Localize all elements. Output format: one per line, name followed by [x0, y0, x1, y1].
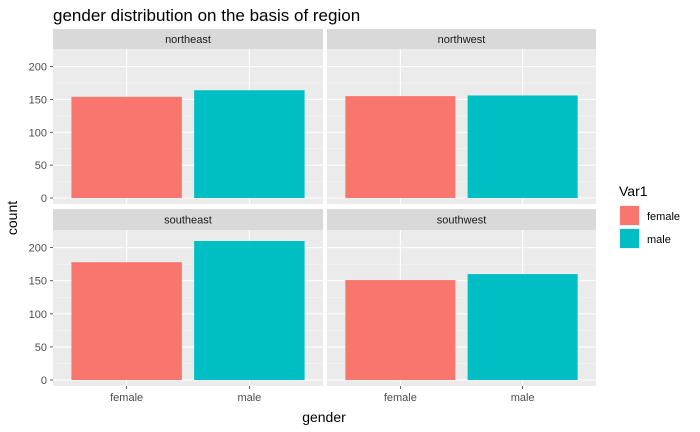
x-tick-label: female	[110, 392, 143, 404]
bar-southeast-female	[71, 262, 182, 380]
bar-southeast-male	[194, 241, 305, 380]
facet-panel-southwest: southwest female male	[327, 209, 596, 404]
facet-strip	[327, 29, 596, 49]
facet-panel-southeast: southeast 0 50 100 150 200 female male	[29, 209, 323, 404]
y-tick-label: 150	[29, 276, 47, 288]
legend-label-male: male	[647, 234, 671, 246]
x-tick-label: male	[237, 392, 261, 404]
legend: Var1 female male	[619, 183, 680, 249]
x-tick-label: female	[384, 392, 417, 404]
x-tick-label: male	[511, 392, 535, 404]
y-tick-label: 0	[41, 193, 47, 205]
facet-panels: northeast 0 50 100 150 200 northwest southeast 0…	[29, 29, 596, 404]
y-axis-title: count	[4, 201, 20, 235]
facet-panel-northeast: northeast 0 50 100 150 200	[29, 29, 323, 205]
bar-northwest-female	[345, 96, 456, 198]
y-tick-label: 200	[29, 62, 47, 74]
facet-strip	[53, 29, 323, 49]
facet-strip-label: northwest	[438, 34, 486, 46]
x-axis-title: gender	[302, 409, 346, 425]
bar-northwest-male	[467, 95, 578, 198]
facet-strip-label: southwest	[437, 215, 487, 227]
y-tick-label: 50	[35, 342, 47, 354]
facet-strip-label: southeast	[164, 215, 212, 227]
facet-panel-northwest: northwest	[327, 29, 596, 204]
y-tick-label: 200	[29, 243, 47, 255]
chart-title: gender distribution on the basis of regi…	[53, 6, 360, 25]
y-tick-label: 0	[41, 375, 47, 387]
legend-title: Var1	[619, 183, 648, 199]
y-tick-label: 150	[29, 94, 47, 106]
y-tick-label: 100	[29, 127, 47, 139]
legend-swatch-male	[620, 229, 639, 248]
facet-strip	[327, 209, 596, 230]
bar-northeast-male	[194, 90, 305, 198]
legend-label-female: female	[647, 211, 680, 223]
bar-northeast-female	[71, 96, 182, 198]
y-tick-label: 100	[29, 309, 47, 321]
bar-southwest-female	[345, 280, 456, 380]
legend-swatch-female	[620, 206, 639, 225]
facet-strip-label: northeast	[165, 34, 211, 46]
bar-southwest-male	[467, 274, 578, 380]
y-tick-label: 50	[35, 160, 47, 172]
facet-strip	[53, 209, 323, 230]
